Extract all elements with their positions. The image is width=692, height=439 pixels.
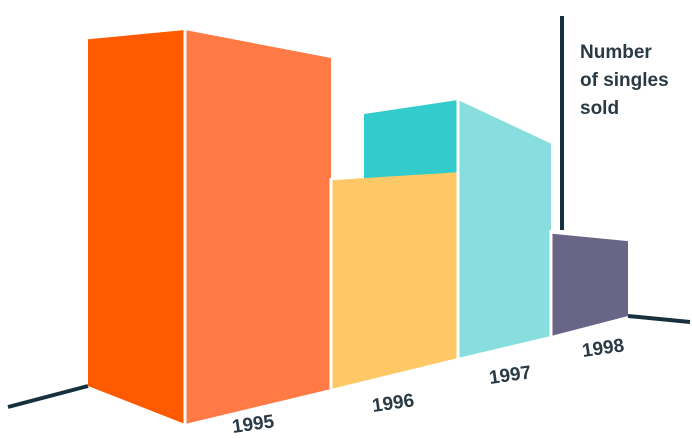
bar-1995-front [88, 30, 185, 424]
tick-label-1997: 1997 [488, 362, 533, 389]
y-axis-label: Number of singles sold [580, 42, 674, 119]
tick-label-1995: 1995 [231, 411, 276, 438]
bar-1997-side [458, 100, 551, 358]
x-axis-line-right [627, 314, 691, 324]
tick-label-1998: 1998 [581, 335, 626, 362]
tick-label-1996: 1996 [371, 390, 416, 417]
bar-1996-front [331, 172, 458, 389]
bar-1996-back [364, 100, 458, 180]
y-axis-label-line-3: sold [580, 98, 619, 119]
bar-1995-side [185, 30, 331, 424]
y-axis-label-line-2: of singles [580, 70, 669, 91]
y-axis-label-line-1: Number [580, 42, 652, 63]
bar-1998-front [551, 233, 628, 336]
x-axis-line-left [7, 384, 89, 409]
